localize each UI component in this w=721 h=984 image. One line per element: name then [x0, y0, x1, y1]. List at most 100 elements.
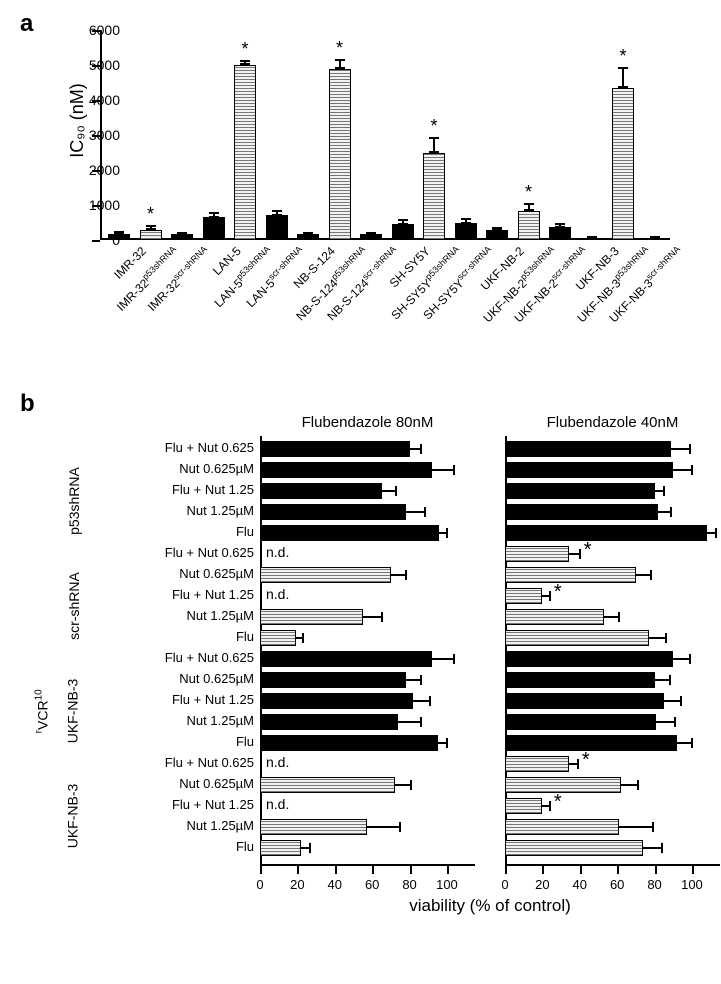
bar — [260, 840, 301, 856]
error-bar — [671, 448, 690, 450]
error-bar — [433, 138, 435, 152]
bar — [455, 223, 477, 240]
error-bar — [118, 232, 120, 233]
xtick — [260, 866, 262, 874]
bar — [505, 546, 569, 562]
significance-star: * — [584, 539, 592, 562]
row-label: Nut 1.25µM — [90, 818, 254, 833]
xlabel: viability (% of control) — [260, 896, 720, 916]
significance-star: * — [554, 581, 562, 604]
bar — [505, 756, 569, 772]
xtick — [335, 866, 337, 874]
xtick — [580, 866, 582, 874]
axis-x — [505, 864, 720, 866]
xticklabel: 40 — [573, 877, 587, 892]
row — [505, 566, 720, 584]
error-bar — [370, 233, 372, 234]
error-bar — [604, 616, 619, 618]
row-label: Flu — [90, 524, 254, 539]
error-bar — [643, 847, 662, 849]
row — [260, 734, 475, 752]
error-bar — [439, 532, 446, 534]
bar — [644, 238, 666, 240]
row-label: Flu + Nut 0.625 — [90, 545, 254, 560]
row — [260, 629, 475, 647]
row — [505, 440, 720, 458]
error-bar — [339, 60, 341, 68]
bar — [392, 224, 414, 240]
significance-star: * — [140, 204, 162, 225]
significance-star: * — [329, 38, 351, 59]
row — [260, 692, 475, 710]
row-label: Nut 0.625µM — [90, 671, 254, 686]
xtick — [410, 866, 412, 874]
bar — [505, 777, 621, 793]
bar — [505, 693, 664, 709]
bar — [423, 153, 445, 241]
bar — [505, 525, 707, 541]
error-bar — [654, 237, 656, 238]
xtick — [372, 866, 374, 874]
row — [505, 671, 720, 689]
axis-x — [260, 864, 475, 866]
row-label: Flu + Nut 1.25 — [90, 797, 254, 812]
row — [505, 692, 720, 710]
bar — [505, 651, 673, 667]
xtick — [692, 866, 694, 874]
nd-label: n.d. — [266, 754, 289, 770]
error-bar — [406, 511, 425, 513]
xticklabel: 0 — [256, 877, 263, 892]
error-bar — [301, 847, 310, 849]
error-bar — [707, 532, 716, 534]
row — [505, 776, 720, 794]
group-label: scr-shRNA — [66, 572, 82, 640]
xticklabel: 60 — [610, 877, 624, 892]
bar — [266, 215, 288, 240]
xticklabel: 20 — [290, 877, 304, 892]
error-bar — [296, 637, 303, 639]
bar — [260, 651, 432, 667]
row: n.d. — [260, 545, 475, 563]
yticklabel: 5000 — [70, 57, 120, 73]
bar — [505, 462, 673, 478]
row — [505, 650, 720, 668]
bar — [581, 238, 603, 240]
row — [260, 503, 475, 521]
row-label: Flu — [90, 839, 254, 854]
bar — [260, 462, 432, 478]
row — [260, 482, 475, 500]
bar — [505, 504, 658, 520]
nd-label: n.d. — [266, 796, 289, 812]
error-bar — [307, 233, 309, 234]
row: * — [505, 755, 720, 773]
row-label: Flu — [90, 629, 254, 644]
yticklabel: 6000 — [70, 22, 120, 38]
row-label: Flu + Nut 0.625 — [90, 755, 254, 770]
error-bar — [150, 226, 152, 228]
bar — [505, 798, 542, 814]
error-bar — [432, 469, 454, 471]
bar — [518, 211, 540, 240]
bar — [505, 609, 604, 625]
error-bar — [413, 700, 430, 702]
xticklabel: 40 — [328, 877, 342, 892]
bar — [505, 714, 656, 730]
error-bar — [395, 784, 412, 786]
chart-b-right: 020406080100**** — [505, 436, 720, 864]
bar — [486, 230, 508, 240]
xticklabel: 100 — [436, 877, 458, 892]
error-bar — [636, 574, 651, 576]
error-bar — [677, 742, 692, 744]
group-label: rVCR10 — [34, 689, 51, 733]
row — [505, 734, 720, 752]
row-label: Nut 1.25µM — [90, 608, 254, 623]
row — [260, 713, 475, 731]
row — [260, 818, 475, 836]
row — [505, 713, 720, 731]
row — [505, 461, 720, 479]
error-bar — [528, 204, 530, 210]
row — [260, 839, 475, 857]
row-label: Nut 0.625µM — [90, 776, 254, 791]
error-bar — [559, 224, 561, 227]
bar — [260, 819, 367, 835]
